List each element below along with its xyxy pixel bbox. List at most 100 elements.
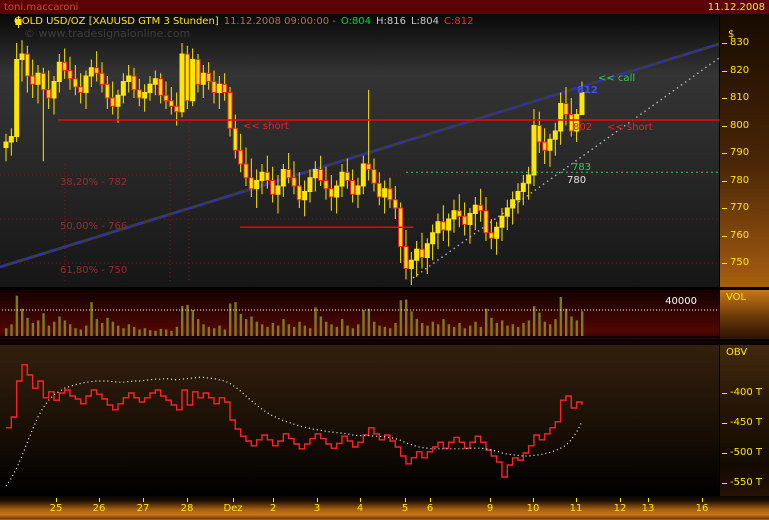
volume-bar <box>175 326 179 336</box>
volume-bar <box>479 326 483 336</box>
volume-bar <box>463 328 467 336</box>
candle-body <box>238 149 244 165</box>
candle-body <box>552 130 558 140</box>
obv-axis[interactable]: OBV -400 T -450 T -500 T -550 T <box>719 345 769 496</box>
time-tick <box>430 498 431 502</box>
volume-bar <box>26 317 29 336</box>
time-tick <box>99 498 100 502</box>
time-tick <box>702 498 703 502</box>
candle-body <box>158 78 164 96</box>
candle-body <box>216 83 222 93</box>
price-tick <box>722 125 727 127</box>
candle-body <box>8 136 14 143</box>
candle-body <box>30 75 36 85</box>
time-tick-label: 3 <box>313 503 321 514</box>
volume-bar <box>511 324 515 336</box>
volume-bar <box>319 316 323 336</box>
volume-panel[interactable]: 40000 <box>0 290 719 339</box>
candle-body <box>147 83 153 93</box>
obv-tick <box>722 423 727 424</box>
volume-bar <box>148 330 152 336</box>
candle-body <box>408 259 414 269</box>
volume-bar <box>154 330 157 336</box>
volume-bar <box>234 302 237 336</box>
candle-body <box>291 177 297 187</box>
instrument-title: GOLD USD/OZ [XAUUSD GTM 3 Stunden] <box>14 16 219 27</box>
candle-body <box>307 177 313 192</box>
candle-body <box>483 210 489 234</box>
volume-bar <box>212 328 216 336</box>
candle-body <box>126 75 132 82</box>
volume-bar <box>474 321 477 336</box>
candle-body <box>515 191 521 201</box>
volume-bar <box>63 320 67 336</box>
obv-panel[interactable] <box>0 345 719 496</box>
candle-body <box>579 92 585 115</box>
candle-body <box>248 177 254 190</box>
volume-bar <box>58 316 61 336</box>
volume-bar <box>218 325 221 336</box>
candle-body <box>392 199 398 209</box>
fib-618-label: 61,80% - 750 <box>60 265 128 276</box>
obv-chart[interactable] <box>0 345 719 496</box>
candle-body <box>232 127 238 151</box>
candle-body <box>206 72 212 82</box>
price-tick-label: 790 <box>730 147 750 158</box>
volume-bar <box>330 324 333 336</box>
volume-bar <box>260 324 264 336</box>
volume-bar <box>458 323 461 336</box>
time-axis[interactable]: 25 26 27 28 Dez 2 3 4 5 6 9 10 11 12 13 16 <box>0 496 769 520</box>
volume-bar <box>5 328 8 336</box>
fib-500-label: 50,00% - 766 <box>60 221 128 232</box>
short-annotation-2: << short <box>607 122 653 133</box>
volume-bar <box>196 319 200 336</box>
candle-body <box>211 81 217 93</box>
volume-axis[interactable]: VOL <box>719 290 769 339</box>
volume-bar <box>42 313 45 336</box>
candle-body <box>83 75 89 93</box>
volume-bar <box>324 321 328 336</box>
time-tick-label: 27 <box>136 503 150 514</box>
candle-body <box>131 75 137 91</box>
candle-body <box>574 114 580 132</box>
candle-body <box>371 169 377 184</box>
volume-bar <box>100 323 104 336</box>
price-tick <box>722 70 727 72</box>
candle-body <box>510 199 516 209</box>
candle-body <box>328 188 334 198</box>
candle-body <box>115 94 121 107</box>
currency-symbol: $ <box>728 29 735 40</box>
volume-bar <box>394 323 397 336</box>
price-axis[interactable]: $ 830 820 810 800 790 780 770 760 750 <box>719 14 769 287</box>
candle-body <box>35 72 41 85</box>
volume-bar <box>106 317 109 336</box>
panel-separator <box>0 287 769 290</box>
candle-body <box>296 185 302 201</box>
candle-body <box>355 185 361 195</box>
obv-tick-label: -500 T <box>730 447 762 458</box>
candle-body <box>414 248 420 261</box>
volume-bar <box>15 295 19 336</box>
candlestick-chart[interactable] <box>0 14 719 287</box>
high-value: H:816 <box>376 16 406 27</box>
volume-bar <box>143 328 147 336</box>
price-tick <box>722 153 727 154</box>
candle-body <box>499 215 505 228</box>
time-tick-label: 4 <box>356 503 364 514</box>
volume-bar <box>580 311 584 336</box>
time-tick-label: 26 <box>92 503 106 514</box>
bar-timestamp: 11.12.2008 09:00:00 - <box>223 16 336 27</box>
volume-bar <box>116 325 120 336</box>
candle-icon <box>15 16 22 28</box>
open-value: O:804 <box>340 16 371 27</box>
short-price-label: 802 <box>573 122 593 133</box>
candle-body <box>424 243 430 258</box>
volume-bar <box>564 308 568 336</box>
volume-chart[interactable] <box>0 290 719 339</box>
candle-body <box>536 125 542 143</box>
price-chart-panel[interactable]: GOLD USD/OZ [XAUUSD GTM 3 Stunden] 11.12… <box>0 14 719 288</box>
close-value: C:812 <box>444 16 474 27</box>
time-tick <box>187 498 188 502</box>
candle-body <box>94 67 100 74</box>
volume-bar <box>276 325 280 336</box>
